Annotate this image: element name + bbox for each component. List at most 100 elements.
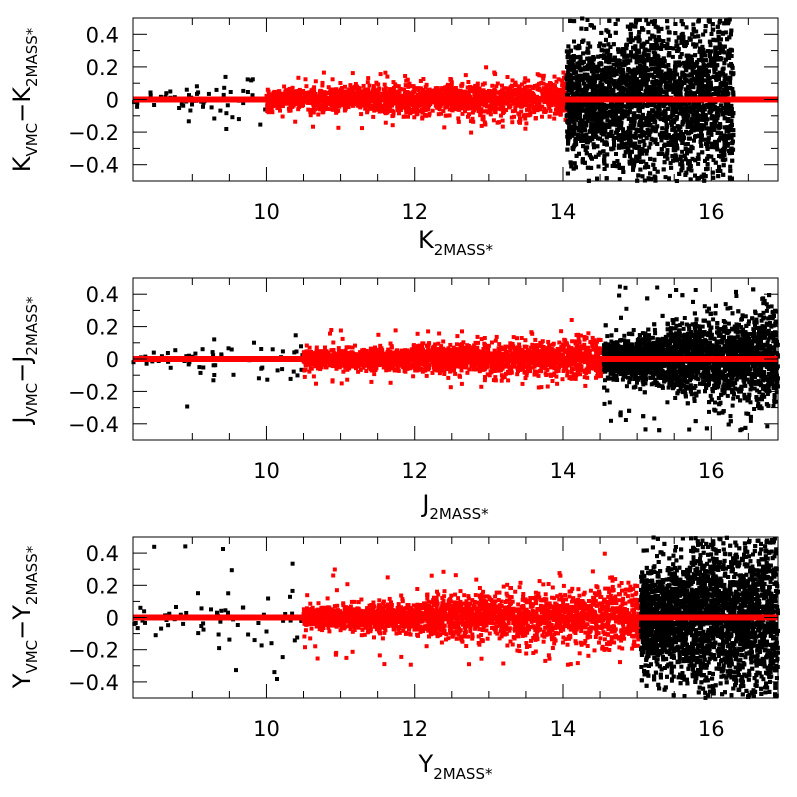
data-point (420, 115, 425, 120)
data-point (245, 90, 250, 94)
data-point (343, 84, 347, 89)
data-point (625, 112, 630, 117)
data-point (641, 159, 646, 164)
data-point (363, 106, 368, 111)
data-point (601, 149, 605, 154)
data-point (311, 110, 316, 115)
data-point (512, 114, 516, 119)
data-point (595, 84, 600, 89)
data-point (414, 112, 419, 117)
data-point (480, 117, 485, 122)
data-point (270, 110, 275, 115)
data-point (729, 151, 734, 155)
data-point (418, 86, 423, 91)
data-point (421, 88, 426, 92)
data-point (135, 104, 140, 109)
data-point (449, 83, 454, 88)
data-point (445, 113, 450, 118)
data-point (483, 122, 488, 127)
data-point (710, 22, 715, 27)
data-point (354, 102, 359, 106)
data-point (689, 77, 694, 82)
data-point (359, 112, 364, 117)
data-point (410, 92, 415, 97)
data-point (317, 107, 322, 112)
data-point (523, 126, 528, 131)
data-point (319, 89, 324, 94)
data-point (680, 149, 685, 154)
data-point (321, 70, 326, 75)
data-point (482, 102, 487, 107)
data-point (338, 81, 343, 85)
data-point (375, 104, 380, 109)
data-point (328, 87, 333, 92)
data-point (411, 89, 416, 94)
data-point (704, 142, 709, 146)
data-point (528, 84, 533, 89)
data-point (463, 90, 468, 95)
data-point (445, 92, 450, 97)
data-point (531, 86, 536, 91)
data-point (342, 101, 347, 106)
data-point (278, 108, 282, 113)
data-point (532, 110, 537, 115)
data-point (268, 93, 273, 98)
data-point (393, 101, 398, 106)
data-point (571, 54, 576, 58)
data-point (348, 83, 353, 88)
data-point (656, 29, 661, 34)
data-point (444, 90, 448, 95)
data-point (391, 113, 396, 118)
data-point (402, 87, 406, 92)
data-point (661, 39, 666, 43)
data-point (439, 111, 443, 116)
data-point (391, 80, 396, 85)
data-point (446, 90, 451, 94)
data-point (383, 70, 388, 75)
data-point (201, 104, 205, 109)
data-point (186, 119, 191, 124)
data-point (349, 100, 354, 105)
data-point (314, 103, 319, 108)
data-point (633, 24, 638, 29)
data-point (438, 90, 443, 95)
data-point (190, 102, 194, 107)
data-point (500, 111, 505, 116)
data-point (501, 105, 506, 110)
data-point (675, 72, 680, 77)
data-point (423, 102, 428, 106)
data-point (612, 79, 616, 84)
data-point (530, 102, 535, 107)
data-point (320, 80, 325, 85)
data-point (387, 91, 391, 96)
data-point (478, 113, 483, 118)
data-point (611, 62, 616, 67)
data-point (361, 83, 366, 88)
data-point (400, 104, 405, 109)
data-point (311, 104, 316, 109)
data-point (472, 92, 477, 97)
data-point (406, 106, 411, 111)
data-point (463, 73, 468, 78)
data-point (547, 105, 552, 110)
data-point (404, 108, 409, 113)
data-point (500, 118, 505, 123)
data-point (597, 44, 602, 49)
data-point (292, 102, 297, 107)
data-point (221, 92, 226, 97)
data-point (556, 104, 561, 108)
data-point (696, 161, 701, 166)
data-point (303, 94, 307, 99)
data-point (515, 102, 520, 107)
data-point (497, 102, 502, 107)
data-point (673, 22, 678, 26)
data-point (152, 103, 157, 107)
data-point (280, 91, 285, 96)
data-point (500, 83, 504, 88)
data-point (148, 90, 153, 95)
data-point (230, 115, 235, 120)
data-point (524, 121, 529, 126)
data-point (477, 103, 482, 108)
data-point (395, 108, 400, 113)
data-point (551, 82, 555, 87)
